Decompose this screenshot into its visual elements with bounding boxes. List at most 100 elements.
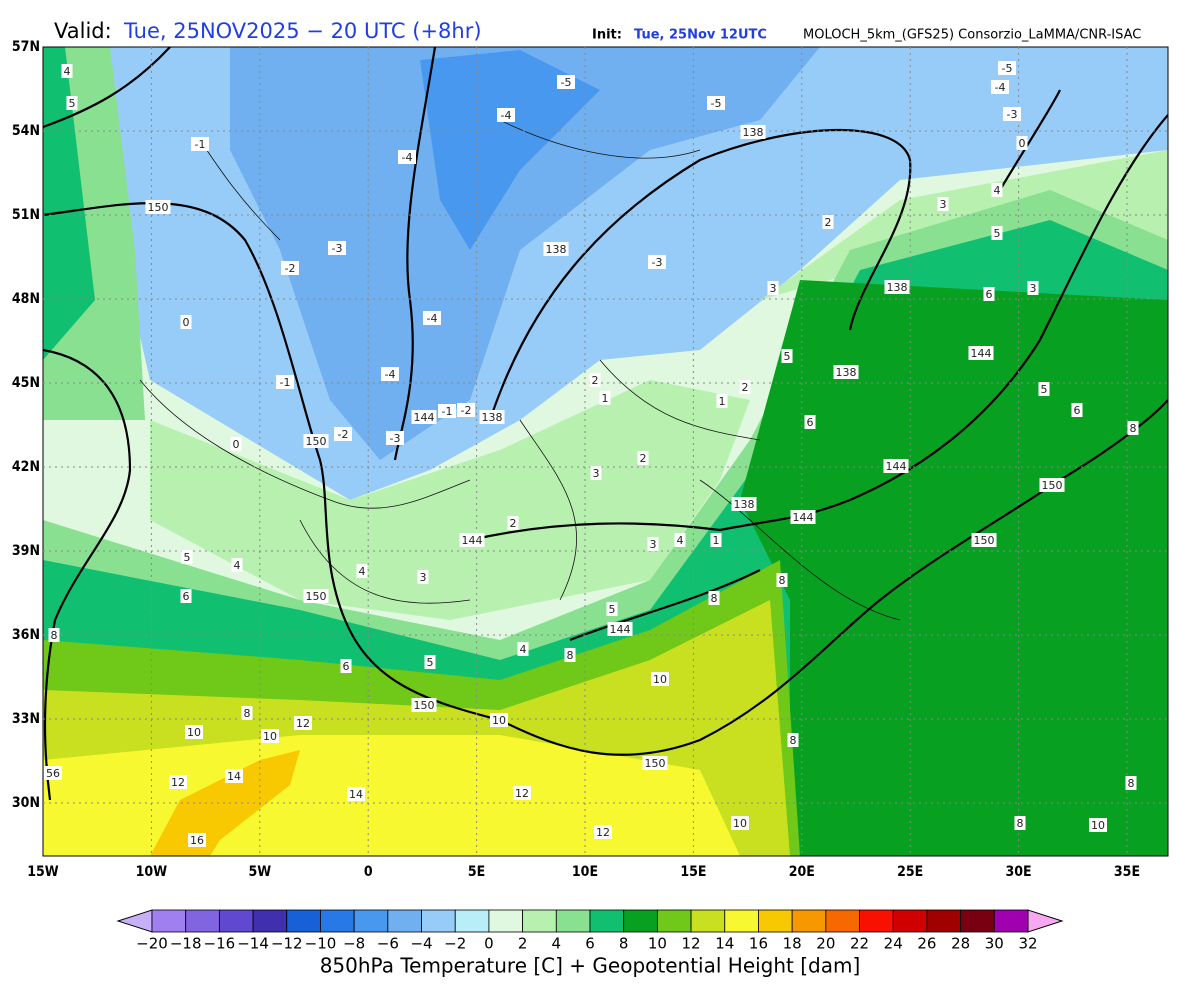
contour-label: 2 xyxy=(825,216,832,229)
contour-label-box xyxy=(411,698,437,712)
contour-label-box xyxy=(991,226,1003,240)
colorbar-label: 0 xyxy=(484,935,494,953)
contour-label: 138 xyxy=(734,498,755,511)
colorbar-label: −14 xyxy=(237,935,269,953)
contour-label-box xyxy=(303,434,329,448)
contour-label-box xyxy=(1089,818,1107,832)
contour-label: -4 xyxy=(995,81,1006,94)
contour-label: 5 xyxy=(184,551,191,564)
lon-label: 15E xyxy=(680,864,706,880)
lat-label: 33N xyxy=(12,711,40,727)
contour-label-box xyxy=(998,61,1016,75)
contour-label: 1 xyxy=(602,392,609,405)
colorbar-swatch xyxy=(421,909,456,933)
graticule xyxy=(43,47,1168,856)
valid-time: Tue, 25NOV2025 − 20 UTC (+8hr) xyxy=(123,19,482,43)
lat-label: 30N xyxy=(12,795,40,811)
contour-label-box xyxy=(707,96,725,110)
lon-label: 20E xyxy=(789,864,815,880)
contour-label: 3 xyxy=(940,198,947,211)
lon-label: 35E xyxy=(1114,864,1140,880)
contour-label-box xyxy=(276,375,294,389)
map-field xyxy=(42,46,1169,857)
contour-label-box xyxy=(381,367,399,381)
colorbar-swatch xyxy=(960,909,995,933)
contour-label-box xyxy=(1071,403,1083,417)
contour-label-box xyxy=(181,550,193,564)
contour-label-box xyxy=(599,391,611,405)
contour-label-box xyxy=(411,410,437,424)
contour-label-box xyxy=(1038,382,1050,396)
colorbar-label: 8 xyxy=(619,935,629,953)
contour-label-box xyxy=(191,137,209,151)
colorbar-swatch xyxy=(320,909,355,933)
contour-label-box xyxy=(883,459,909,473)
contour-label: 10 xyxy=(1091,819,1105,832)
contour-label-box xyxy=(557,75,575,89)
contour-label-box xyxy=(145,200,171,214)
contour-label: 10 xyxy=(492,714,506,727)
lat-label: 54N xyxy=(12,123,40,139)
colorbar-label: 24 xyxy=(884,935,903,953)
contour-label: 5 xyxy=(609,603,616,616)
contour-label: 150 xyxy=(1042,479,1063,492)
contour-label: 2 xyxy=(510,517,517,530)
contour-label-box xyxy=(386,431,404,445)
contour-label-box xyxy=(594,825,612,839)
contour-label: 4 xyxy=(64,65,71,78)
contour-label-box xyxy=(708,591,720,605)
contour-label-box xyxy=(513,786,531,800)
contour-label: 144 xyxy=(610,623,631,636)
contour-label: 14 xyxy=(227,770,241,783)
contour-label-box xyxy=(731,497,757,511)
lon-label: 5E xyxy=(468,864,485,880)
contour-label-box xyxy=(497,108,515,122)
colorbar-swatch xyxy=(286,909,321,933)
contour-label: -4 xyxy=(501,109,512,122)
contour-label: 8 xyxy=(1017,817,1024,830)
contour-label-box xyxy=(787,733,799,747)
contour-label: 10 xyxy=(733,817,747,830)
contour-label-box xyxy=(185,725,203,739)
colorbar-swatch xyxy=(387,909,422,933)
contour-label-box xyxy=(790,510,816,524)
contour-label: 138 xyxy=(887,281,908,294)
colorbar-swatch xyxy=(690,909,726,933)
colorbar-label: 12 xyxy=(682,935,701,953)
contour-label: 6 xyxy=(1074,404,1081,417)
contour-label: 3 xyxy=(650,538,657,551)
contour-label-box xyxy=(968,346,994,360)
contour-label-box xyxy=(61,64,73,78)
contour-label: 3 xyxy=(420,571,427,584)
colorbar-label: 2 xyxy=(518,935,528,953)
contour-label-box xyxy=(169,775,187,789)
colorbar-label: −8 xyxy=(343,935,365,953)
contour-label: 8 xyxy=(567,649,574,662)
contour-label-box xyxy=(833,365,859,379)
contour-label: 3 xyxy=(770,282,777,295)
contour-label: -1 xyxy=(442,405,453,418)
contour-label-box xyxy=(739,380,751,394)
colorbar-label: 6 xyxy=(585,935,595,953)
contour-label-box xyxy=(230,437,242,451)
contour-label-box xyxy=(398,150,416,164)
contour-label: -3 xyxy=(390,432,401,445)
contour-label: -4 xyxy=(402,151,413,164)
colorbar-label: −10 xyxy=(305,935,337,953)
colorbar-title: 850hPa Temperature [C] + Geopotential He… xyxy=(320,954,861,978)
contour-label: 1 xyxy=(713,534,720,547)
colorbar-swatch xyxy=(758,909,793,933)
colorbar-label: 4 xyxy=(552,935,562,953)
contour-label-box xyxy=(507,516,519,530)
contour-label: 12 xyxy=(296,717,310,730)
contour-label-box xyxy=(637,451,649,465)
contour-label: 8 xyxy=(790,734,797,747)
contour-label: 5 xyxy=(427,656,434,669)
contour-label: 16 xyxy=(190,834,204,847)
colorbar-swatch xyxy=(353,909,389,933)
lon-label: 25E xyxy=(897,864,923,880)
colorbar-label: −20 xyxy=(136,935,168,953)
colorbar-label: 30 xyxy=(985,935,1004,953)
contour-label-box xyxy=(647,537,659,551)
contour-label: 4 xyxy=(520,643,527,656)
